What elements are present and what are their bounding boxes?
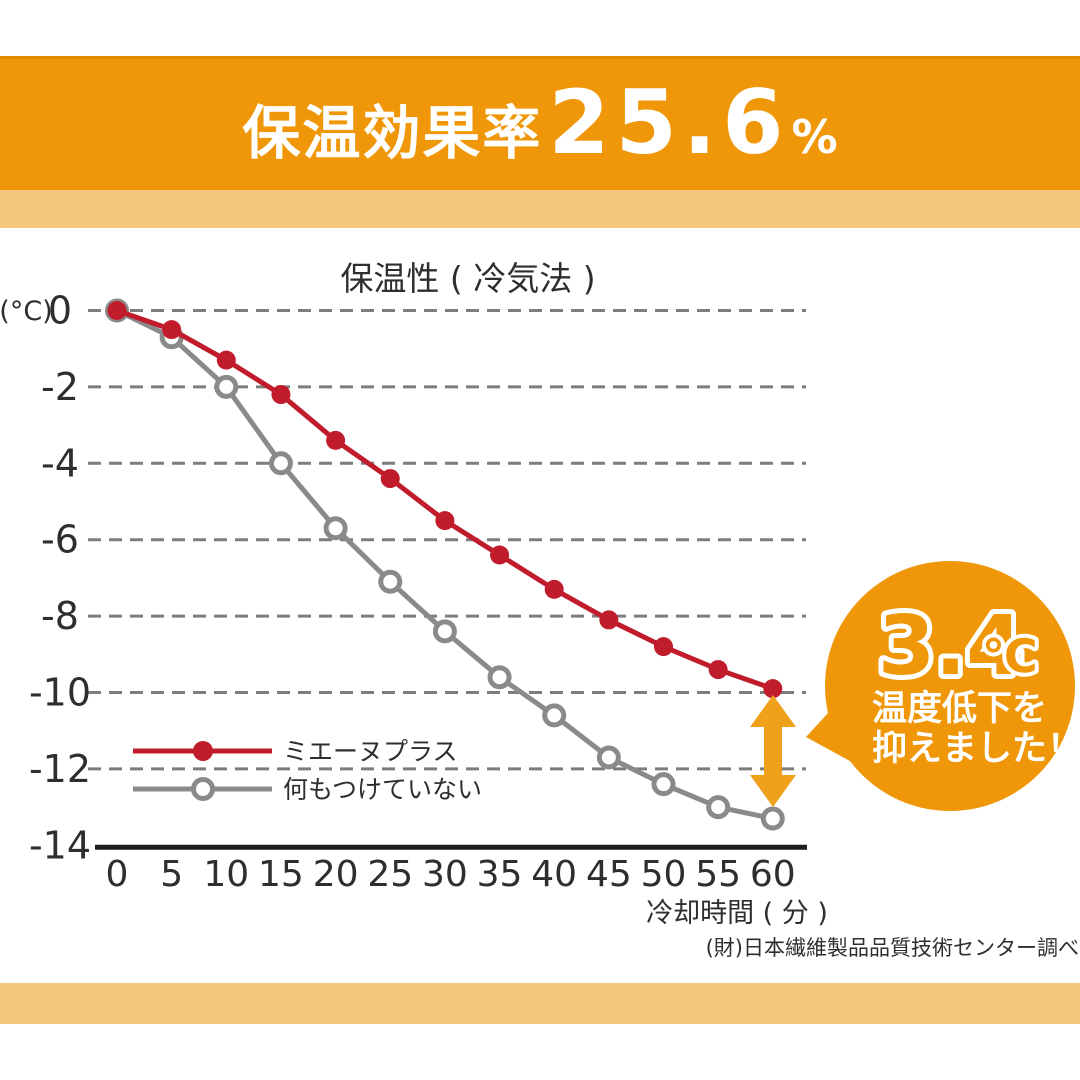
divider-band-top [0, 190, 1080, 228]
x-tick-label: 50 [641, 854, 687, 895]
data-point-open [378, 569, 403, 594]
data-point [544, 579, 564, 599]
data-point [216, 350, 236, 370]
data-point-open [268, 451, 293, 476]
data-point [380, 469, 400, 489]
x-tick-label: 0 [106, 854, 129, 895]
y-tick-label: -4 [41, 441, 79, 485]
data-point [326, 430, 346, 450]
legend: ミエーヌプラス 何もつけていない [133, 737, 482, 804]
chart-title: 保温性 ( 冷気法 ) [340, 259, 595, 298]
data-point-open [214, 374, 239, 399]
y-tick-labels: 0 -2 -4 -6 -8 -10 -12 -14 [29, 289, 91, 868]
x-tick-label: 30 [422, 854, 468, 895]
y-tick-label: -10 [29, 671, 91, 715]
series-layer [105, 298, 785, 831]
x-tick-label: 5 [160, 854, 183, 895]
data-point [162, 320, 182, 340]
data-point [490, 545, 510, 565]
data-point [107, 301, 127, 320]
gridlines [88, 309, 807, 850]
legend-filled-dot-icon [193, 741, 213, 761]
source-credit: (財)日本繊維製品品質技術センター調べ [706, 936, 1079, 960]
y-tick-label: -12 [29, 747, 91, 791]
data-point-open [323, 516, 348, 541]
data-point-open [432, 619, 457, 644]
legend-label-mienu: ミエーヌプラス [283, 737, 458, 766]
badge-speech-bubble: 3.4 ℃ 温度低下を 抑えました！ [806, 561, 1080, 811]
data-point-open [487, 665, 512, 690]
y-tick-label: -14 [29, 823, 91, 867]
x-tick-label: 15 [258, 854, 304, 895]
x-tick-label: 20 [313, 854, 359, 895]
data-point-open [651, 772, 676, 797]
data-point-open [706, 795, 731, 820]
x-tick-label: 10 [203, 854, 249, 895]
y-tick-label: -2 [41, 365, 79, 409]
series-mienu-plus [107, 301, 783, 699]
y-tick-label: -6 [41, 518, 79, 562]
badge-unit: ℃ [982, 629, 1038, 683]
divider-band-bottom [0, 983, 1080, 1024]
x-tick-label: 60 [750, 854, 796, 895]
header-banner: 保温効果率25.6% [0, 56, 1080, 193]
x-tick-label: 25 [367, 854, 413, 895]
temperature-gap-arrow-icon [750, 695, 796, 807]
data-point [599, 610, 619, 630]
header-title-unit: % [791, 110, 838, 164]
data-point [435, 511, 455, 531]
x-tick-label: 40 [531, 854, 577, 895]
data-point-open [760, 806, 785, 831]
x-tick-label: 35 [477, 854, 523, 895]
x-tick-label: 45 [586, 854, 632, 895]
data-point [708, 660, 728, 680]
data-point [271, 385, 291, 405]
y-tick-label: -8 [41, 594, 79, 638]
data-point-open [542, 703, 567, 728]
header-title-value: 25.6 [548, 71, 790, 174]
badge-text-line1: 温度低下を [872, 689, 1047, 729]
speech-bubble-circle [825, 561, 1075, 811]
badge-value: 3.4 [878, 599, 1023, 694]
legend-open-dot-icon [191, 777, 215, 801]
data-point-open [596, 745, 621, 770]
y-tick-label: 0 [48, 289, 72, 333]
badge-text-line2: 抑えました！ [872, 729, 1080, 769]
header-title-prefix: 保温効果率 [242, 99, 543, 167]
legend-label-nothing: 何もつけていない [283, 775, 482, 804]
data-point [654, 637, 673, 657]
x-tick-labels: 0 5 10 15 20 25 30 35 40 45 50 55 60 [106, 854, 796, 895]
x-axis-label: 冷却時間 ( 分 ) [646, 898, 828, 929]
x-tick-label: 55 [695, 854, 741, 895]
y-axis-unit-label: (°C) [0, 296, 53, 327]
data-point [763, 679, 783, 699]
